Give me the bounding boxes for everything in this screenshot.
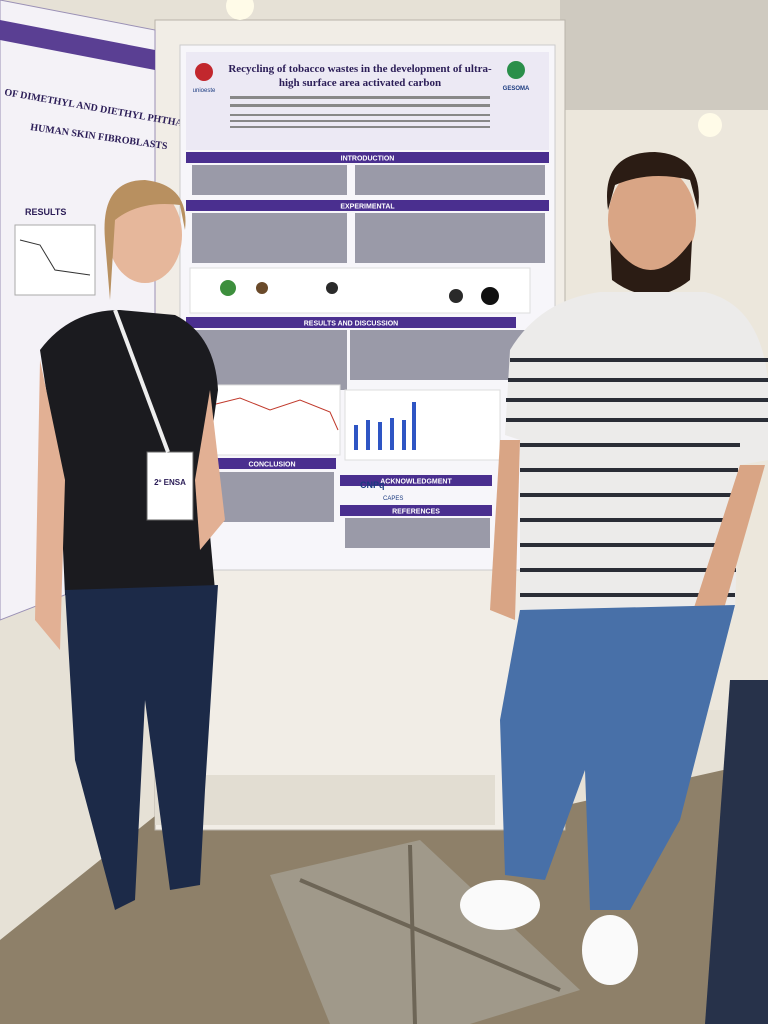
figure-icon — [256, 282, 268, 294]
floor-mark — [408, 844, 417, 1024]
figure-icon — [220, 280, 236, 296]
poster-title: Recycling of tobacco wastes in the devel… — [228, 63, 492, 75]
section-header — [186, 200, 549, 211]
man-hair — [606, 152, 699, 210]
figure-icon — [449, 289, 463, 303]
left-poster-chart — [14, 224, 96, 296]
bar-figure — [344, 389, 501, 461]
woman-arm — [35, 360, 65, 650]
poster-title: high surface area activated carbon — [279, 77, 441, 89]
poster-header — [186, 52, 549, 150]
floor-mark — [299, 878, 561, 992]
woman-top — [40, 310, 218, 595]
figure-icon — [481, 287, 499, 305]
bystander — [705, 680, 768, 1024]
panel-base — [155, 775, 495, 825]
section-title: REFERENCES — [392, 509, 440, 516]
figure-icon — [326, 282, 338, 294]
logo-text: unioeste — [193, 88, 216, 94]
logo-mark — [507, 61, 525, 79]
lamp — [698, 113, 722, 137]
man-face — [608, 165, 696, 275]
man-shirt — [505, 292, 768, 615]
section-title: CONCLUSION — [248, 462, 295, 469]
ftir-curve — [211, 397, 339, 431]
badge-text: 2º ENSA — [154, 478, 186, 487]
section-header — [186, 317, 516, 328]
section-title: INTRODUCTION — [341, 156, 395, 163]
left-poster-section: RESULTS — [25, 207, 66, 217]
sneaker — [582, 915, 638, 985]
process-figure — [189, 267, 531, 314]
man-jeans — [500, 605, 735, 910]
poster-sections: INTRODUCTION EXPERIMENTAL RESULTS AND DISC… — [186, 152, 549, 516]
sneaker — [460, 880, 540, 930]
section-header — [208, 458, 336, 469]
lamp — [226, 0, 254, 20]
ftir-figure — [209, 384, 341, 456]
section-header — [340, 505, 492, 516]
man-arm — [690, 465, 765, 640]
section-title: ACKNOWLEDGMENT — [380, 479, 452, 486]
logo-text: CAPES — [383, 496, 403, 502]
section-title: EXPERIMENTAL — [340, 204, 395, 211]
woman-arm — [195, 390, 225, 550]
shirt-stripes — [506, 358, 768, 597]
logo-text: CNPq — [360, 480, 385, 490]
woman-jeans — [65, 585, 218, 910]
badge — [146, 451, 194, 521]
man-beard — [610, 240, 692, 295]
section-title: RESULTS AND DISCUSSION — [304, 321, 399, 328]
logo-mark — [195, 63, 213, 81]
bar-figure-bars — [354, 402, 416, 450]
left-poster-curve — [19, 239, 91, 276]
lanyard — [113, 309, 170, 453]
body-text — [192, 165, 545, 548]
section-header — [186, 152, 549, 163]
woman-hair — [104, 180, 186, 300]
logo-text: GESOMA — [503, 86, 530, 92]
section-header — [340, 475, 492, 486]
man-arm — [490, 440, 520, 620]
ceiling — [560, 0, 768, 120]
author-lines — [230, 96, 490, 128]
left-poster-band — [0, 20, 155, 70]
